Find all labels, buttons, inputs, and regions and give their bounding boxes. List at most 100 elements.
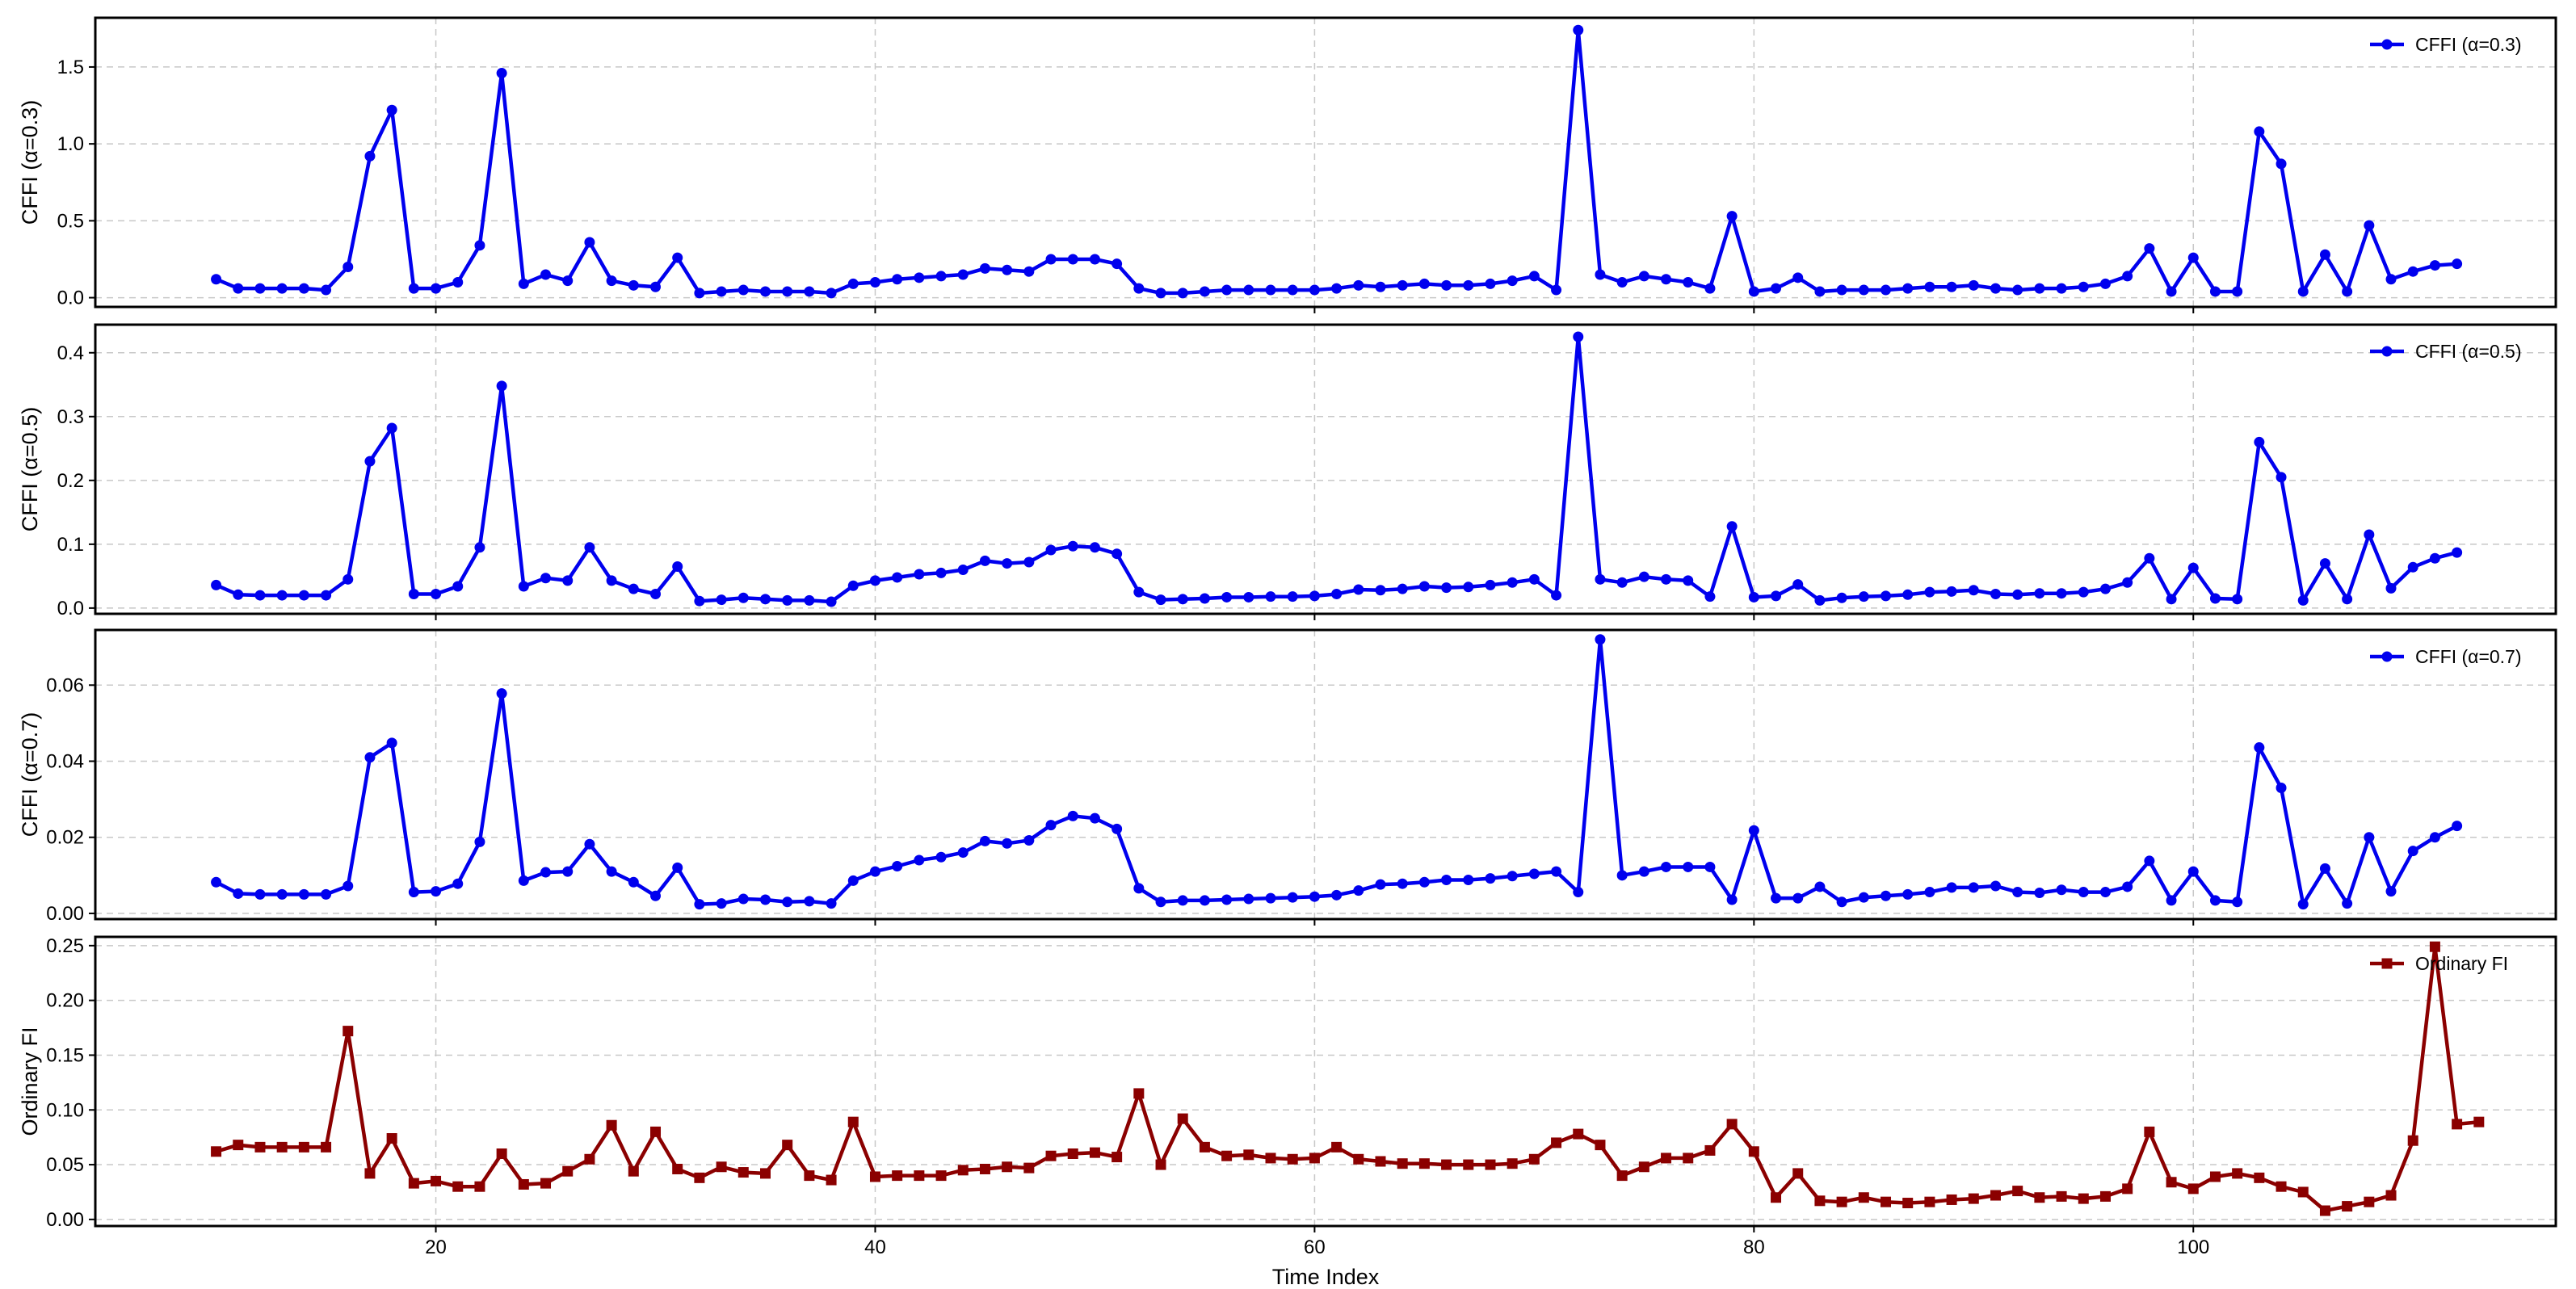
data-point xyxy=(1418,278,1430,289)
data-point xyxy=(1507,275,1518,287)
data-point xyxy=(584,1153,595,1165)
data-point xyxy=(1573,887,1584,898)
data-point xyxy=(1265,284,1276,296)
data-point xyxy=(2187,866,2199,877)
data-point xyxy=(496,1148,507,1159)
data-point xyxy=(1463,874,1474,885)
data-point xyxy=(2078,887,2089,898)
data-point xyxy=(452,878,464,889)
data-point xyxy=(606,575,617,586)
data-point xyxy=(364,456,376,467)
axes-frame xyxy=(94,16,2557,309)
data-point xyxy=(2122,1183,2133,1195)
data-point xyxy=(2452,547,2463,558)
data-point xyxy=(2209,286,2221,297)
series-1 xyxy=(211,331,2463,607)
data-point xyxy=(1177,594,1188,605)
data-point xyxy=(1067,540,1078,552)
data-point xyxy=(2232,594,2243,605)
data-point xyxy=(364,150,376,162)
data-point xyxy=(759,894,771,905)
data-point xyxy=(1155,594,1166,606)
data-point xyxy=(1968,279,1979,291)
data-point xyxy=(1792,1168,1804,1179)
data-point xyxy=(1309,284,1320,296)
data-point xyxy=(1683,861,1694,872)
data-point xyxy=(1089,1147,1100,1158)
data-point xyxy=(957,1165,969,1176)
data-point xyxy=(2187,562,2199,573)
data-point xyxy=(298,888,309,900)
data-point xyxy=(1397,279,1408,291)
data-point xyxy=(2144,1126,2155,1137)
y-tick-label: 0.10 xyxy=(46,1099,84,1121)
data-point xyxy=(804,896,815,907)
data-point xyxy=(2429,941,2440,952)
data-point xyxy=(1881,590,1892,602)
data-point xyxy=(1528,1153,1540,1165)
data-point xyxy=(1616,1170,1628,1182)
series-line xyxy=(215,944,2480,1213)
data-point xyxy=(1089,542,1100,553)
data-point xyxy=(1112,823,1123,834)
data-point xyxy=(1661,573,1672,585)
grid-lines xyxy=(95,18,2556,307)
data-point xyxy=(650,589,662,600)
data-point xyxy=(1573,1128,1584,1140)
data-point xyxy=(298,590,309,601)
series-line xyxy=(215,637,2458,906)
data-point xyxy=(2319,863,2330,874)
data-point xyxy=(2209,593,2221,604)
grid-lines xyxy=(95,937,2556,1226)
data-point xyxy=(2407,846,2418,857)
legend: Ordinary FI xyxy=(2370,953,2508,974)
data-point xyxy=(1638,866,1649,877)
data-point xyxy=(914,854,925,866)
data-point xyxy=(211,579,222,590)
data-point xyxy=(1045,1150,1057,1161)
data-point xyxy=(1968,1193,1979,1204)
data-point xyxy=(1507,577,1518,588)
data-point xyxy=(540,573,552,584)
data-point xyxy=(2056,884,2067,896)
data-point xyxy=(431,1175,442,1186)
data-point xyxy=(1418,876,1430,888)
data-point xyxy=(1309,891,1320,902)
data-point xyxy=(2276,1181,2287,1192)
data-point xyxy=(1375,879,1386,890)
data-point xyxy=(431,589,442,600)
data-point xyxy=(211,1146,222,1157)
data-point xyxy=(1397,1158,1408,1169)
data-point xyxy=(1089,254,1100,265)
y-tick-label: 0.2 xyxy=(57,470,84,492)
data-point xyxy=(1441,1159,1452,1170)
data-point xyxy=(1002,1161,1013,1173)
data-point xyxy=(2034,887,2045,898)
data-point xyxy=(1507,1158,1518,1169)
data-point xyxy=(892,1170,903,1182)
data-point xyxy=(1792,579,1804,590)
y-tick-label: 1.0 xyxy=(57,133,84,155)
data-point xyxy=(408,283,419,294)
data-point xyxy=(1573,24,1584,36)
data-point xyxy=(2364,529,2375,540)
data-point xyxy=(1748,591,1759,603)
data-point xyxy=(1836,896,1847,908)
y-tick-label: 0.05 xyxy=(46,1154,84,1176)
data-point xyxy=(1748,1146,1759,1157)
data-point xyxy=(957,847,969,859)
data-point xyxy=(738,1167,749,1178)
data-point xyxy=(2012,284,2023,296)
data-point xyxy=(979,262,990,274)
data-point xyxy=(2319,558,2330,569)
data-point xyxy=(2297,1186,2309,1198)
data-point xyxy=(957,564,969,575)
data-point xyxy=(1045,254,1057,265)
data-point xyxy=(233,589,244,600)
data-point xyxy=(650,281,662,292)
data-point xyxy=(957,269,969,280)
data-point xyxy=(1067,1148,1078,1159)
data-point xyxy=(2099,278,2111,289)
data-point xyxy=(540,867,552,878)
data-point xyxy=(2254,1172,2265,1183)
